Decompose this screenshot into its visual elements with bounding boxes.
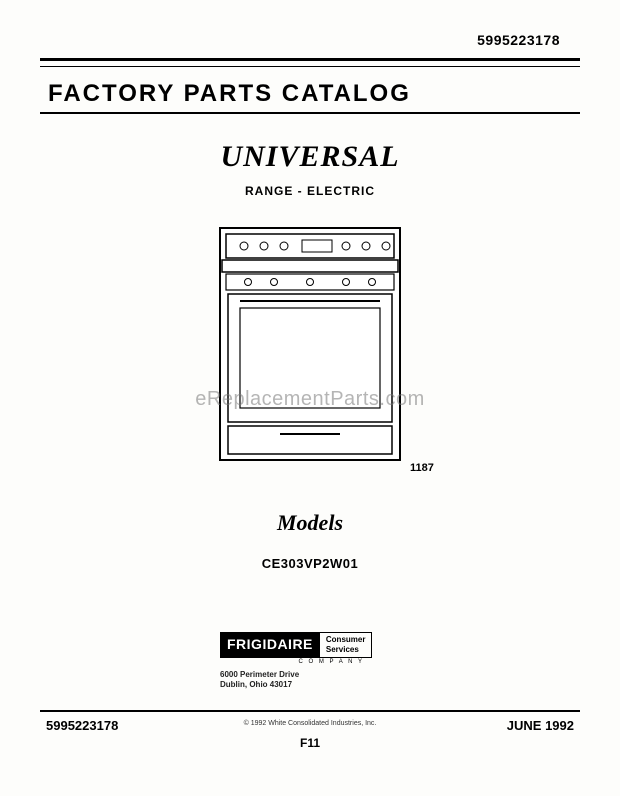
rule-top-heavy [40, 58, 580, 61]
product-type: RANGE - ELECTRIC [0, 184, 620, 198]
top-part-number: 5995223178 [477, 32, 560, 48]
model-number: CE303VP2W01 [0, 556, 620, 571]
logo-side-line2: Services [326, 645, 366, 655]
address-line-2: Dublin, Ohio 43017 [220, 680, 420, 690]
brand-name: UNIVERSAL [0, 140, 620, 174]
logo-side-line1: Consumer [326, 635, 366, 645]
rule-bottom [40, 710, 580, 712]
consumer-services-box: Consumer Services [320, 632, 373, 658]
models-heading: Models [0, 510, 620, 536]
page-code: F11 [0, 736, 620, 750]
logo-company-sub: C O M P A N Y [220, 658, 420, 666]
frigidaire-logo: FRIGIDAIRE [220, 632, 320, 658]
address-line-1: 6000 Perimeter Drive [220, 670, 420, 680]
logo-row: FRIGIDAIRE Consumer Services [220, 632, 420, 658]
manufacturer-block: FRIGIDAIRE Consumer Services C O M P A N… [220, 632, 420, 690]
figure-id: 1187 [410, 462, 434, 474]
rule-under-title [40, 112, 580, 114]
range-illustration [218, 226, 402, 462]
catalog-title: FACTORY PARTS CATALOG [48, 80, 411, 108]
copyright-line: © 1992 White Consolidated Industries, In… [0, 720, 620, 727]
document-page: 5995223178 FACTORY PARTS CATALOG UNIVERS… [0, 0, 620, 796]
rule-top-thin [40, 66, 580, 67]
manufacturer-address: 6000 Perimeter Drive Dublin, Ohio 43017 [220, 670, 420, 690]
